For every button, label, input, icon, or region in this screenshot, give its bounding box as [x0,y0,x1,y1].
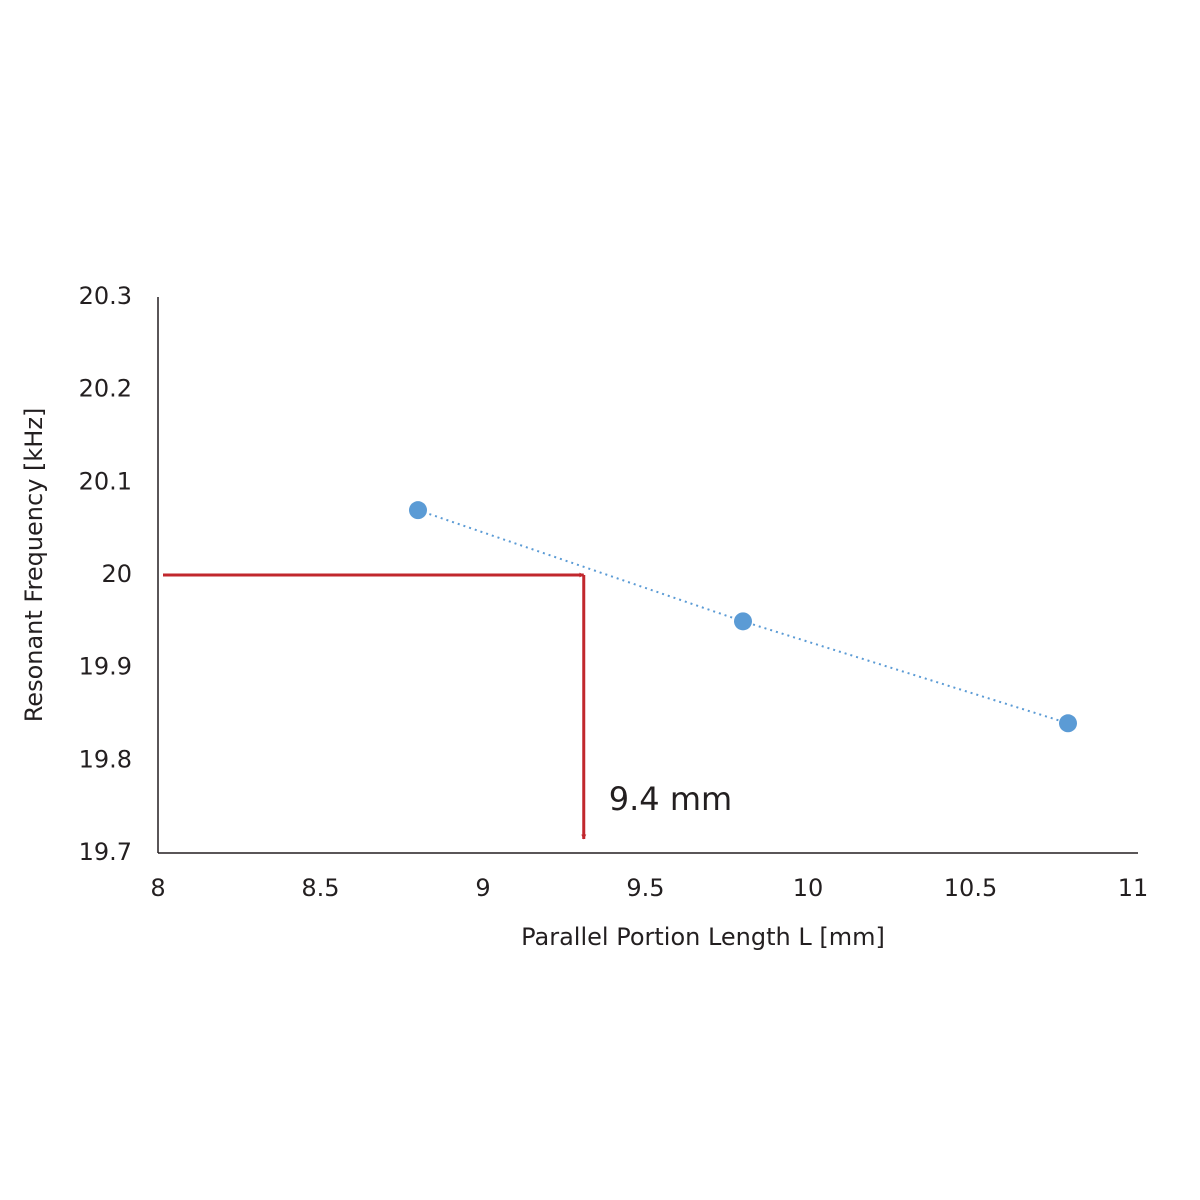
point [1059,714,1077,733]
x-axis-label: Parallel Portion Length L [mm] [521,923,885,951]
point [409,501,427,520]
point [734,612,752,631]
annotation-label: 9.4 mm [609,780,732,818]
x-tick-label: 8.5 [301,874,339,902]
y-tick-label: 20.3 [79,282,132,310]
y-tick-label: 20 [101,560,132,588]
x-tick-label: 8 [150,874,165,902]
y-tick-label: 19.8 [79,745,132,773]
x-tick-label: 10 [793,874,824,902]
y-tick-label: 20.2 [79,375,132,403]
y-tick-label: 20.1 [79,467,132,495]
y-tick-label: 19.7 [79,838,132,866]
y-axis-label: Resonant Frequency [kHz] [20,408,48,723]
x-tick-label: 11 [1118,874,1149,902]
x-tick-label: 9 [475,874,490,902]
x-tick-label: 10.5 [944,874,997,902]
x-tick-label: 9.5 [626,874,664,902]
y-tick-label: 19.9 [79,653,132,681]
